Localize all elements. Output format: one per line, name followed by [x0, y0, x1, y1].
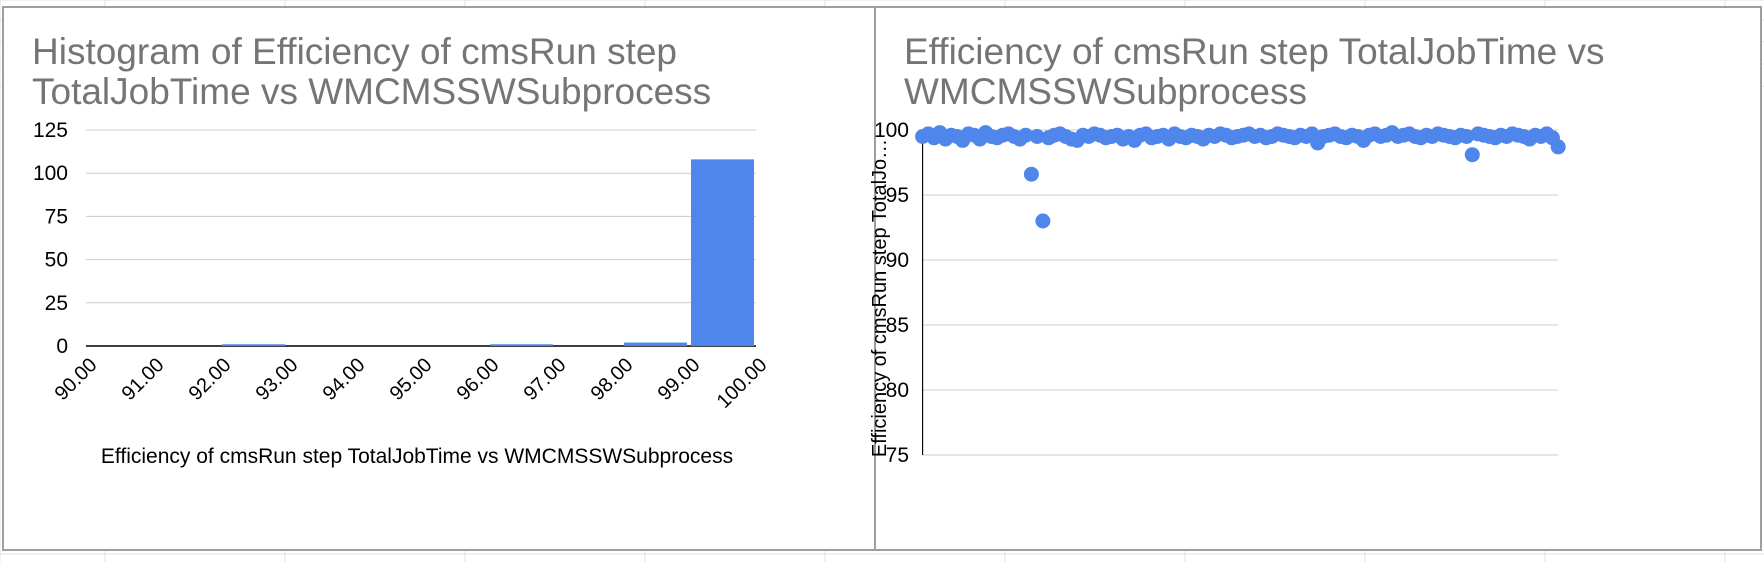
histogram-x-tick-labels: 90.00 91.00 92.00 93.00 94.00 95.00 96.00 97.00…: [51, 354, 772, 413]
histogram-y-tick-label: 100: [33, 162, 68, 185]
histogram-bar: [490, 344, 553, 346]
scatter-point: [1035, 213, 1051, 229]
histogram-y-tick-label: 0: [56, 335, 68, 358]
scatter-points: [915, 125, 1566, 229]
scatter-point: [1023, 166, 1039, 182]
histogram-x-tick-label: 94.00: [319, 354, 370, 405]
scatter-y-tick-label: 75: [886, 444, 909, 467]
scatter-chart[interactable]: Efficiency of cmsRun step TotalJobTime v…: [869, 6, 1762, 551]
scatter-plot: 75 80 85 90 95 100 Efficiency of cmsRun step …: [869, 119, 1566, 467]
histogram-x-tick-label: 91.00: [118, 354, 169, 405]
scatter-y-tick-label: 90: [886, 249, 909, 272]
histogram-x-tick-label: 100.00: [713, 354, 772, 413]
histogram-x-tick-label: 98.00: [587, 354, 638, 405]
histogram-x-tick-label: 99.00: [654, 354, 705, 405]
histogram-chart[interactable]: Histogram of Efficiency of cmsRun step T…: [2, 6, 876, 551]
scatter-point: [1459, 129, 1475, 144]
histogram-bar: [624, 342, 687, 346]
scatter-content: 75 80 85 90 95 100: [874, 119, 1566, 467]
scatter-y-tick-label: 100: [874, 119, 909, 142]
histogram-x-axis-label: Efficiency of cmsRun step TotalJobTime v…: [101, 445, 733, 468]
histogram-gridlines: [86, 129, 756, 347]
scatter-plot-area: [915, 125, 1566, 456]
histogram-x-tick-label: 96.00: [453, 354, 504, 405]
scatter-point: [1464, 147, 1480, 163]
histogram-x-tick-label: 93.00: [252, 354, 303, 405]
scatter-y-tick-label: 95: [886, 184, 909, 207]
histogram-x-tick-label: 92.00: [185, 354, 236, 405]
histogram-y-tick-labels: 0 25 50 75 100 125: [33, 119, 68, 358]
histogram-y-tick-label: 50: [45, 249, 68, 272]
histogram-title: Histogram of Efficiency of cmsRun step T…: [32, 31, 712, 112]
scatter-point: [1018, 127, 1034, 143]
histogram-bar: [691, 159, 754, 346]
scatter-y-axis-label: Efficiency of cmsRun step TotalJo…: [869, 139, 891, 457]
histogram-bars: [222, 159, 754, 346]
scatter-gridlines: [922, 129, 1559, 456]
histogram-x-tick-label: 97.00: [520, 354, 571, 405]
scatter-y-tick-labels: 75 80 85 90 95 100: [874, 119, 909, 467]
scatter-point: [1550, 139, 1566, 155]
histogram-y-tick-label: 125: [33, 119, 68, 142]
scatter-y-tick-label: 80: [886, 379, 909, 402]
histogram-bar: [222, 344, 285, 346]
histogram-y-tick-label: 25: [45, 292, 68, 315]
scatter-point: [1029, 129, 1045, 144]
histogram-x-tick-label: 95.00: [386, 354, 437, 405]
scatter-title: Efficiency of cmsRun step TotalJobTime v…: [904, 31, 1605, 112]
histogram-y-tick-label: 75: [45, 205, 68, 228]
histogram-x-tick-label: 90.00: [51, 354, 102, 405]
scatter-y-tick-label: 85: [886, 314, 909, 337]
